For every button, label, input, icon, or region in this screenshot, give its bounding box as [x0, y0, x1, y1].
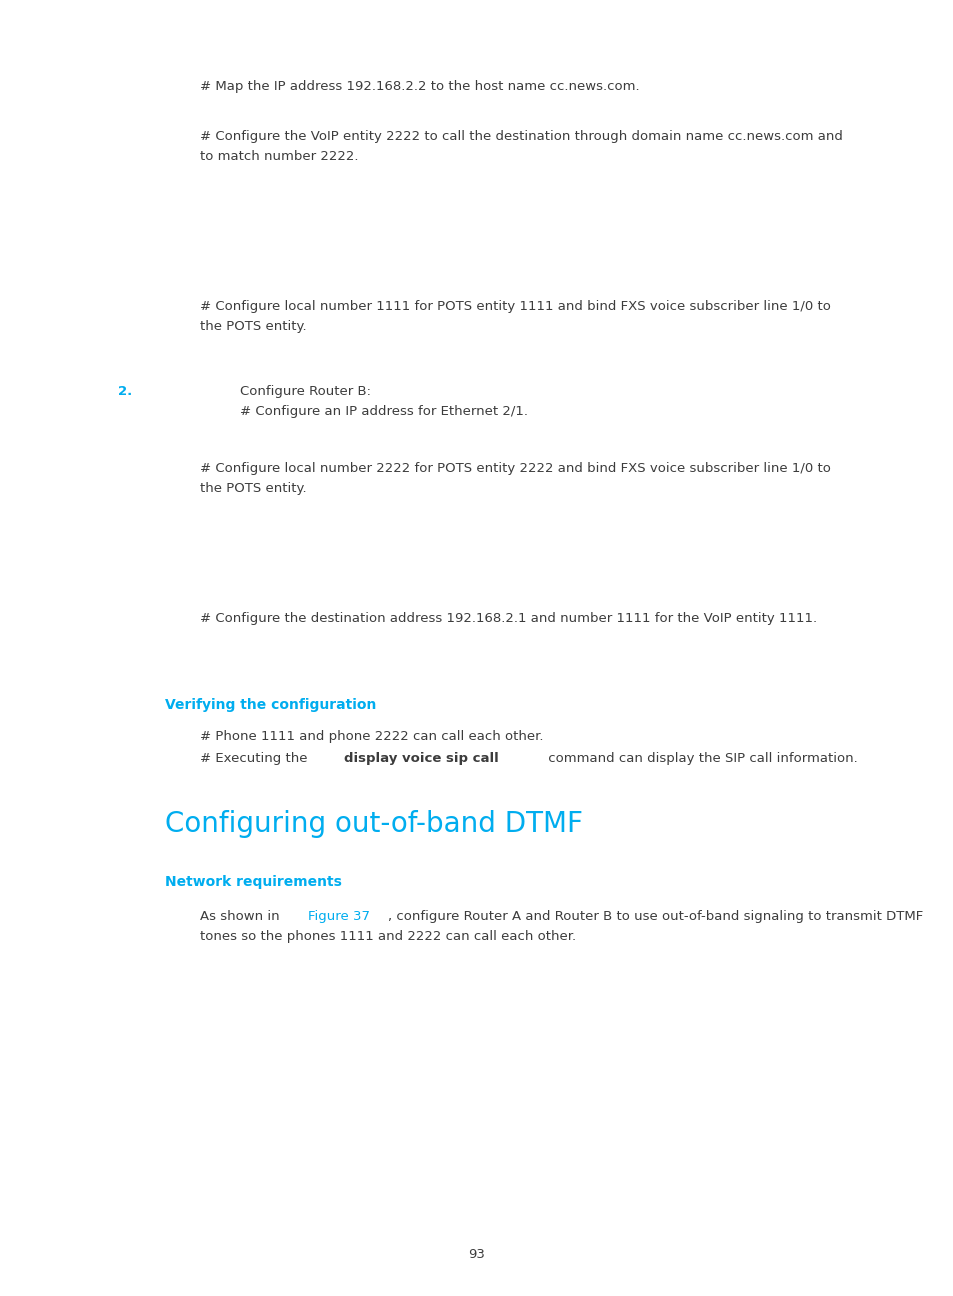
Text: 93: 93 — [468, 1248, 485, 1261]
Text: # Map the IP address 192.168.2.2 to the host name cc.news.com.: # Map the IP address 192.168.2.2 to the … — [200, 80, 639, 93]
Text: # Configure the destination address 192.168.2.1 and number 1111 for the VoIP ent: # Configure the destination address 192.… — [200, 612, 817, 625]
Text: tones so the phones 1111 and 2222 can call each other.: tones so the phones 1111 and 2222 can ca… — [200, 931, 576, 943]
Text: # Configure local number 1111 for POTS entity 1111 and bind FXS voice subscriber: # Configure local number 1111 for POTS e… — [200, 299, 830, 314]
Text: # Executing the: # Executing the — [200, 752, 312, 765]
Text: Configuring out-of-band DTMF: Configuring out-of-band DTMF — [165, 810, 582, 839]
Text: Verifying the configuration: Verifying the configuration — [165, 699, 376, 712]
Text: As shown in: As shown in — [200, 910, 284, 923]
Text: the POTS entity.: the POTS entity. — [200, 320, 306, 333]
Text: # Configure local number 2222 for POTS entity 2222 and bind FXS voice subscriber: # Configure local number 2222 for POTS e… — [200, 461, 830, 476]
Text: Configure Router B:: Configure Router B: — [240, 385, 371, 398]
Text: to match number 2222.: to match number 2222. — [200, 150, 358, 163]
Text: # Phone 1111 and phone 2222 can call each other.: # Phone 1111 and phone 2222 can call eac… — [200, 730, 543, 743]
Text: # Configure the VoIP entity 2222 to call the destination through domain name cc.: # Configure the VoIP entity 2222 to call… — [200, 130, 842, 143]
Text: # Configure an IP address for Ethernet 2/1.: # Configure an IP address for Ethernet 2… — [240, 404, 527, 419]
Text: 2.: 2. — [118, 385, 132, 398]
Text: Network requirements: Network requirements — [165, 875, 341, 889]
Text: command can display the SIP call information.: command can display the SIP call informa… — [543, 752, 857, 765]
Text: the POTS entity.: the POTS entity. — [200, 482, 306, 495]
Text: , configure Router A and Router B to use out-of-band signaling to transmit DTMF: , configure Router A and Router B to use… — [388, 910, 923, 923]
Text: Figure 37: Figure 37 — [308, 910, 370, 923]
Text: display voice sip call: display voice sip call — [344, 752, 498, 765]
